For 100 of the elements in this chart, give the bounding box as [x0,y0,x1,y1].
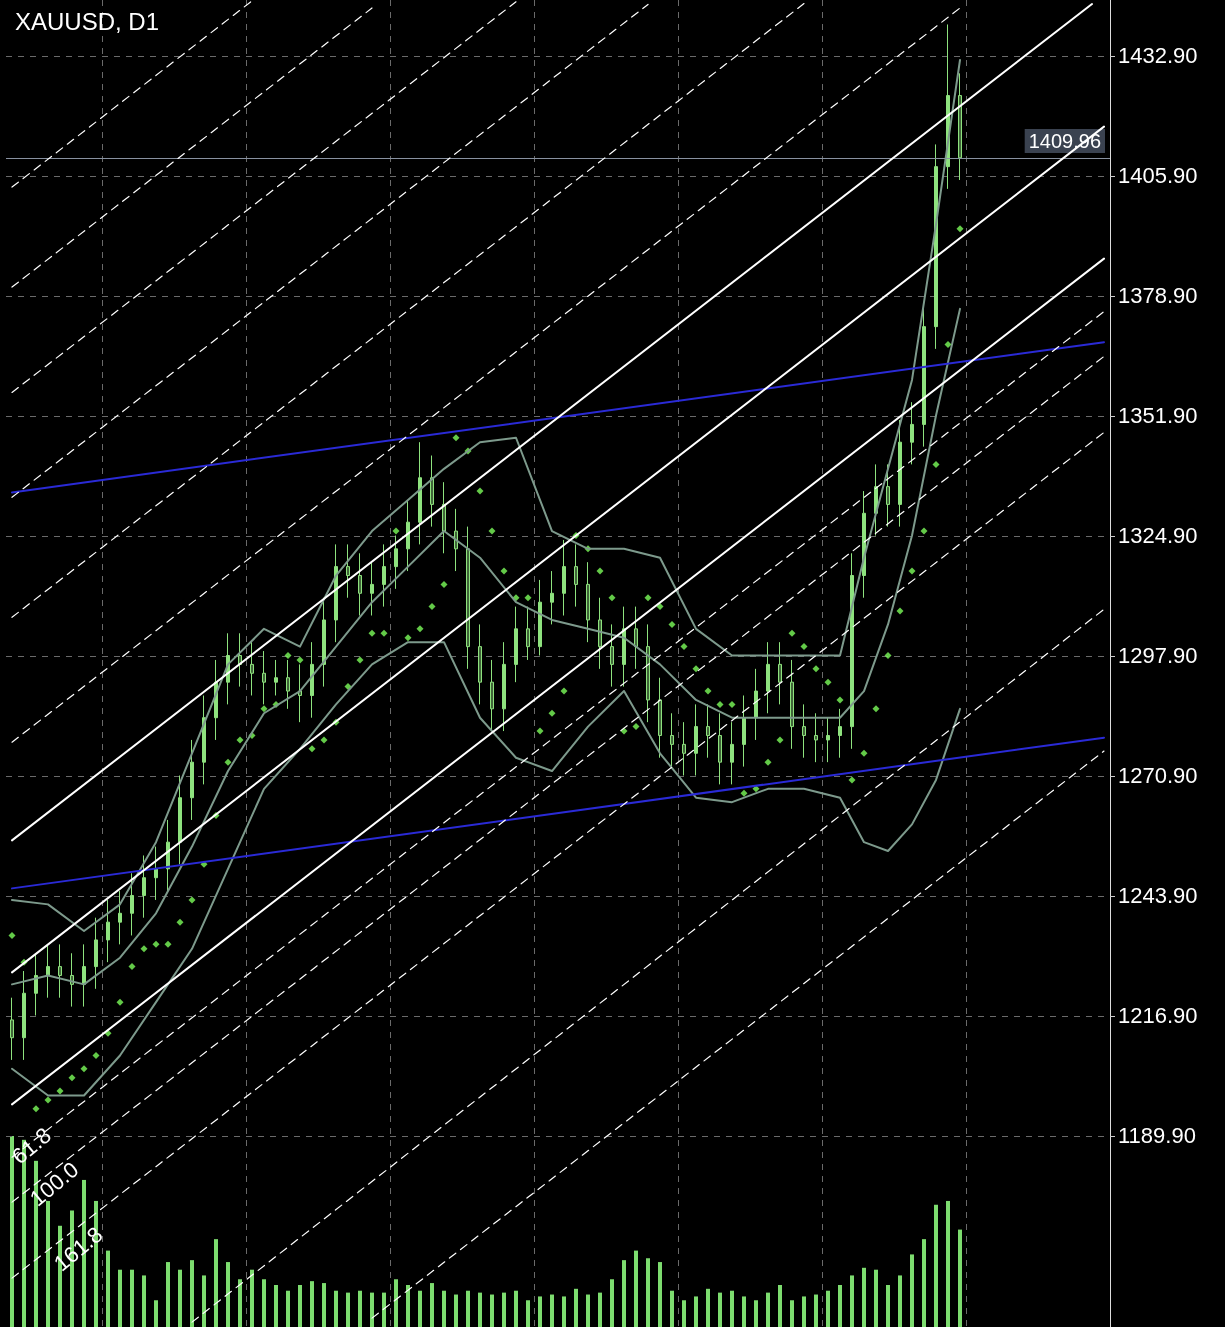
bar [490,1294,494,1327]
bar [538,1296,542,1327]
bar [742,1296,746,1327]
bar [574,1288,578,1327]
candlestick [910,401,914,465]
candlestick [730,721,734,785]
candlestick [382,543,386,608]
bar [286,1290,290,1327]
candlestick [454,508,458,572]
y-tick-label: 1243.90 [1118,883,1198,909]
candlestick [958,72,962,181]
candlestick [358,552,362,616]
bar [862,1267,866,1327]
candlestick [562,539,566,616]
bar [130,1269,134,1327]
bar [238,1279,242,1327]
bar [790,1300,794,1327]
bar [838,1284,842,1327]
candlestick [478,623,482,705]
candlestick [490,659,494,732]
bar [358,1290,362,1327]
bar [178,1269,182,1327]
candlestick [502,641,506,732]
bar [766,1292,770,1327]
candlestick [514,606,518,683]
candlestick [430,455,434,528]
bar [106,1250,110,1327]
candlestick [346,543,350,599]
bar [322,1283,326,1327]
y-tick-label: 1270.90 [1118,763,1198,789]
candlestick [202,695,206,785]
candlestick [70,952,74,1008]
bar [190,1260,194,1327]
bar [262,1279,266,1327]
bar [934,1204,938,1327]
candlestick [550,570,554,625]
candlestick [802,703,806,759]
candlestick [934,143,938,350]
bar [346,1292,350,1327]
bar [922,1239,926,1327]
bar [502,1292,506,1327]
bar [718,1292,722,1327]
bar [154,1300,158,1327]
bar [886,1284,890,1327]
bar [118,1269,122,1327]
bar [910,1254,914,1327]
candlestick [526,606,530,661]
candlestick [826,717,830,763]
bar [958,1229,962,1327]
bar [694,1296,698,1327]
candlestick [766,641,770,714]
bar [610,1279,614,1327]
candlestick [646,623,650,723]
candlestick [178,774,182,865]
candlestick [190,739,194,821]
bar [226,1262,230,1327]
candlestick [598,597,602,670]
candlestick [886,463,890,528]
annotation: 61.8 [7,1122,56,1170]
bar [214,1239,218,1327]
candlestick [670,712,674,768]
y-tick-label: 1405.90 [1118,163,1198,189]
bar [670,1290,674,1327]
bar [526,1300,530,1327]
bar [634,1250,638,1327]
bar [310,1281,314,1327]
candlestick [622,606,626,688]
candlestick [442,481,446,554]
bar [778,1284,782,1327]
bar [826,1290,830,1327]
bar [142,1275,146,1327]
bar [814,1294,818,1327]
candlestick [742,695,746,768]
candlestick [334,543,338,643]
candlestick [754,668,758,741]
bar [658,1262,662,1327]
candlestick [394,535,398,590]
candlestick [814,712,818,763]
candlestick [838,708,842,759]
candlestick [778,641,782,705]
bar [370,1292,374,1327]
bar [478,1292,482,1327]
bar [562,1296,566,1327]
candlestick [22,970,26,1061]
candlestick [466,526,470,670]
candlestick [574,543,578,608]
candlestick [82,943,86,1008]
bar [586,1294,590,1327]
bar [898,1275,902,1327]
bar [598,1292,602,1327]
candlestick [538,579,542,656]
bar [550,1294,554,1327]
bar [850,1275,854,1327]
candlestick [118,890,122,945]
y-tick-label: 1189.90 [1118,1123,1196,1149]
y-tick-label: 1351.90 [1118,403,1198,429]
candlestick [46,943,50,999]
bar [274,1284,278,1327]
candlestick [790,659,794,750]
candlestick [418,441,422,545]
